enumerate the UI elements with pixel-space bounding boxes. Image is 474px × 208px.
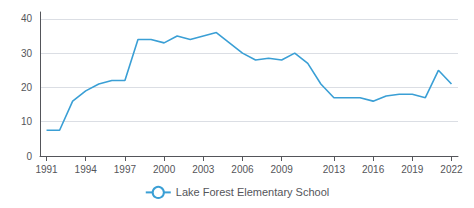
- svg-text:2019: 2019: [401, 164, 424, 175]
- svg-text:2003: 2003: [192, 164, 215, 175]
- svg-text:2016: 2016: [362, 164, 385, 175]
- svg-text:2000: 2000: [153, 164, 176, 175]
- svg-text:10: 10: [21, 116, 33, 127]
- svg-text:2006: 2006: [231, 164, 254, 175]
- svg-text:20: 20: [21, 82, 33, 93]
- svg-text:Lake Forest Elementary School: Lake Forest Elementary School: [176, 186, 329, 198]
- svg-text:1994: 1994: [75, 164, 98, 175]
- svg-text:40: 40: [21, 13, 33, 24]
- svg-text:2013: 2013: [323, 164, 346, 175]
- svg-text:1997: 1997: [114, 164, 137, 175]
- svg-text:2009: 2009: [271, 164, 294, 175]
- svg-text:1991: 1991: [35, 164, 58, 175]
- svg-text:0: 0: [26, 151, 32, 162]
- svg-text:2022: 2022: [440, 164, 463, 175]
- svg-text:30: 30: [21, 48, 33, 59]
